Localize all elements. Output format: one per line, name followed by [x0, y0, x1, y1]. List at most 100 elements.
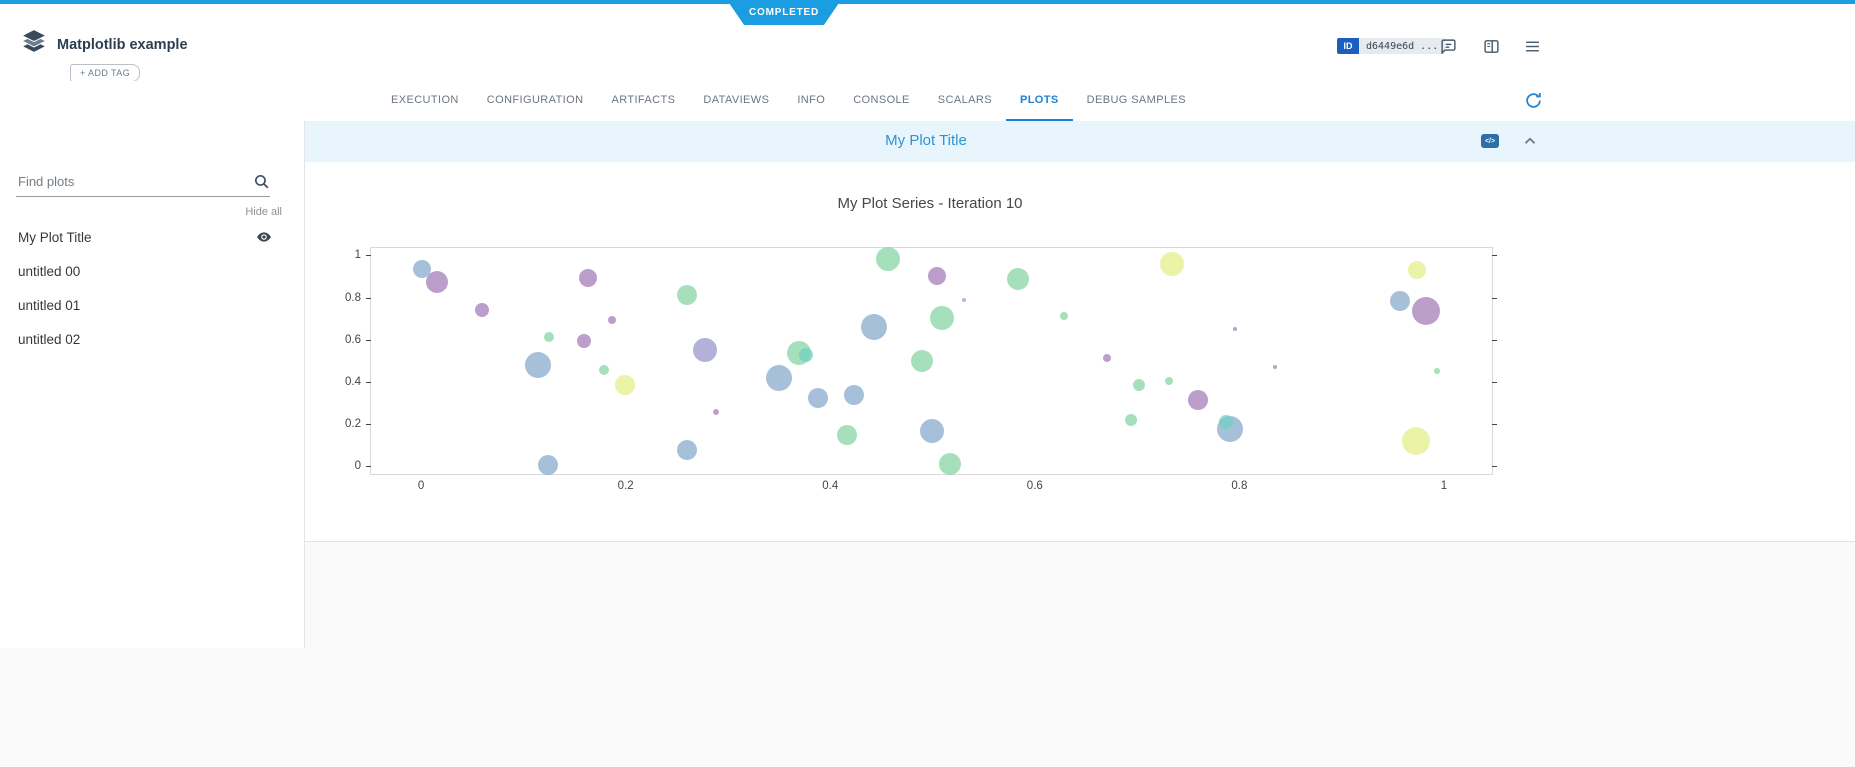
scatter-point	[1103, 354, 1112, 363]
plot-list-item[interactable]: untitled 02	[0, 322, 304, 356]
scatter-point	[475, 302, 490, 317]
y-tick-label: 0.6	[345, 333, 361, 346]
plot-panel-title: My Plot Title	[885, 132, 967, 149]
top-accent-strip	[0, 0, 1855, 4]
hamburger-menu-icon[interactable]	[1524, 38, 1541, 55]
scatter-point	[927, 266, 946, 285]
scatter-point	[1433, 368, 1440, 375]
y-tick-mark	[1492, 339, 1497, 341]
tab-bar-container: EXECUTION CONFIGURATION ARTIFACTS DATAVIEWS…	[0, 81, 1855, 122]
scatter-point	[1164, 376, 1173, 385]
y-tick-mark	[1492, 423, 1497, 425]
y-tick-label: 1	[354, 249, 361, 262]
tab-configuration[interactable]: CONFIGURATION	[486, 94, 584, 106]
plot-panel-header: My Plot Title </>	[305, 121, 1855, 162]
tab-scalars[interactable]: SCALARS	[937, 94, 992, 106]
plot-item-label: untitled 00	[18, 263, 81, 279]
scatter-point	[599, 365, 610, 376]
scatter-point	[524, 352, 551, 378]
scatter-point	[798, 347, 813, 362]
y-tick-mark	[1492, 297, 1497, 299]
comment-icon[interactable]	[1440, 38, 1457, 55]
app-header: Matplotlib example + ADD TAG ID d6449e6d…	[0, 4, 1855, 82]
scatter-point	[919, 418, 944, 443]
app-logo-icon	[23, 30, 45, 52]
scatter-point	[1188, 390, 1209, 411]
plot-list-item[interactable]: untitled 00	[0, 254, 304, 288]
plot-list-item[interactable]: My Plot Title	[0, 220, 304, 254]
plot-item-label: untitled 01	[18, 297, 81, 313]
status-badge: COMPLETED	[727, 0, 841, 25]
y-tick-mark	[366, 423, 371, 425]
scatter-point	[537, 454, 558, 475]
y-tick-mark	[366, 339, 371, 341]
refresh-icon[interactable]	[1524, 91, 1543, 110]
scatter-point	[1389, 290, 1410, 311]
scatter-point	[1124, 414, 1137, 427]
plot-search	[16, 167, 270, 197]
id-chip-label: ID	[1337, 38, 1359, 54]
x-tick-label: 0.6	[1026, 480, 1043, 492]
y-tick-mark	[366, 381, 371, 383]
x-tick-label: 0.8	[1231, 480, 1248, 492]
chevron-up-icon[interactable]	[1521, 132, 1539, 150]
scatter-point	[614, 374, 635, 395]
tab-info[interactable]: INFO	[797, 94, 826, 106]
plot-frame[interactable]: 0 0.2 0.4 0.6 0.8 1 0 0.2 0.4 0.6 0.8 1	[345, 246, 1497, 492]
scatter-point	[875, 246, 900, 271]
y-tick-mark	[366, 255, 371, 257]
hide-all-link[interactable]: Hide all	[245, 206, 282, 218]
scatter-point	[1273, 365, 1278, 370]
scatter-point	[962, 298, 967, 303]
x-tick-label: 1	[1440, 480, 1448, 492]
add-tag-button[interactable]: + ADD TAG	[70, 64, 141, 82]
tab-debug-samples[interactable]: DEBUG SAMPLES	[1086, 94, 1186, 106]
tab-execution[interactable]: EXECUTION	[391, 94, 459, 106]
tab-plots[interactable]: PLOTS	[1005, 81, 1073, 121]
tab-dataviews[interactable]: DATAVIEWS	[703, 94, 770, 106]
scatter-point	[543, 332, 554, 343]
id-chip-value[interactable]: d6449e6d ...	[1359, 38, 1446, 54]
side-panel-icon[interactable]	[1483, 38, 1500, 55]
chart-title: My Plot Series - Iteration 10	[837, 195, 1023, 212]
scatter-point	[1219, 414, 1234, 429]
y-tick-mark	[366, 465, 371, 467]
status-badge-label: COMPLETED	[749, 7, 819, 18]
scatter-point	[677, 285, 698, 306]
x-tick-label: 0.4	[822, 480, 839, 492]
scatter-point	[1233, 327, 1238, 332]
scatter-point	[608, 316, 617, 325]
search-icon[interactable]	[253, 173, 270, 190]
scatter-point	[1060, 312, 1069, 321]
y-tick-label: 0	[354, 459, 361, 472]
experiment-title: Matplotlib example	[57, 37, 188, 53]
tab-console[interactable]: CONSOLE	[853, 94, 910, 106]
scatter-point	[693, 338, 718, 363]
scatter-point	[712, 409, 719, 416]
y-tick-label: 0.8	[345, 291, 361, 304]
scatter-point	[1411, 297, 1440, 326]
search-input[interactable]	[16, 173, 253, 190]
plot-item-label: My Plot Title	[18, 229, 92, 245]
y-tick-mark	[1492, 465, 1497, 467]
scatter-point	[578, 269, 597, 288]
visibility-eye-icon[interactable]	[256, 229, 272, 245]
y-tick-label: 0.2	[345, 417, 361, 430]
scatter-point	[807, 387, 828, 408]
scatter-point	[413, 259, 432, 278]
plot-item-label: untitled 02	[18, 331, 81, 347]
scatter-point	[1133, 378, 1146, 391]
plot-list-item[interactable]: untitled 01	[0, 288, 304, 322]
scatter-point	[1159, 251, 1184, 276]
view-code-icon[interactable]: </>	[1481, 134, 1499, 148]
y-tick-mark	[1492, 255, 1497, 257]
y-tick-label: 0.4	[345, 375, 361, 388]
y-tick-mark	[1492, 381, 1497, 383]
x-tick-label: 0.2	[617, 480, 634, 492]
scatter-point	[836, 424, 857, 445]
scatter-point	[576, 334, 591, 349]
plots-sidebar: Hide all My Plot Title untitled 00 untitle…	[0, 121, 305, 648]
y-tick-mark	[366, 297, 371, 299]
tab-artifacts[interactable]: ARTIFACTS	[611, 94, 676, 106]
scatter-point	[843, 385, 864, 406]
